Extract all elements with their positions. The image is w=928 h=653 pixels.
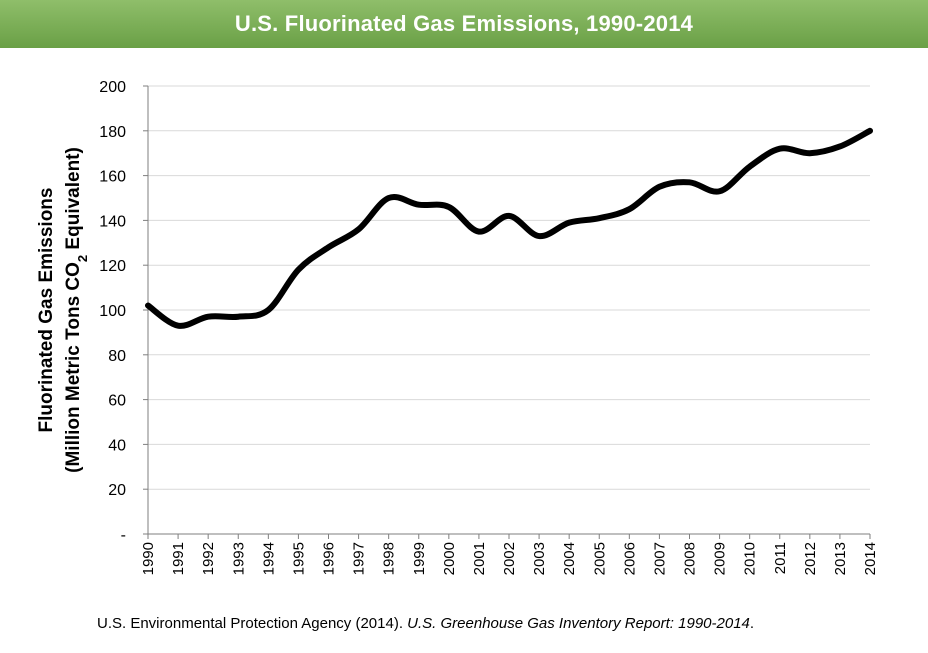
y-tick-labels: - 20 40 60 80 100 120 140 160 180 200	[99, 79, 126, 544]
x-tick-label: 2003	[531, 542, 548, 575]
y-axis-label-subscript: 2	[75, 255, 90, 262]
x-tick-label: 2002	[501, 542, 518, 575]
gridlines	[148, 85, 870, 490]
chart-title: U.S. Fluorinated Gas Emissions, 1990-201…	[234, 11, 694, 36]
x-tick-label: 2000	[441, 542, 458, 575]
y-tick-label: 140	[99, 213, 126, 230]
y-axis-label-line2-prefix: (Million Metric Tons CO	[63, 262, 84, 473]
x-tick-label: 1997	[351, 542, 368, 575]
axes	[143, 85, 871, 539]
x-tick-label: 2013	[832, 542, 849, 575]
x-tick-label: 1999	[411, 542, 428, 575]
x-tick-label: 2011	[772, 542, 789, 574]
x-tick-label: 2009	[712, 542, 729, 575]
x-tick-label: 1990	[140, 542, 157, 575]
x-tick-label: 1992	[200, 542, 217, 575]
y-axis-label-line2: (Million Metric Tons CO2 Equivalent)	[63, 147, 90, 473]
source-prefix: U.S. Environmental Protection Agency (20…	[97, 615, 408, 632]
y-tick-label: 180	[99, 124, 126, 141]
y-axis-label-line1: Fluorinated Gas Emissions	[36, 188, 57, 433]
x-tick-label: 1991	[170, 542, 187, 575]
series-line	[145, 127, 873, 329]
y-tick-label: 120	[99, 258, 126, 275]
source-report-title: U.S. Greenhouse Gas Inventory Report: 19…	[407, 615, 750, 632]
x-tick-label: 2014	[862, 542, 879, 575]
x-tick-label: 1995	[290, 542, 307, 575]
x-tick-label: 2007	[651, 542, 668, 575]
x-tick-label: 2008	[682, 542, 699, 575]
y-tick-label: 100	[99, 303, 126, 320]
y-tick-label: -	[121, 527, 126, 544]
x-tick-label: 2010	[742, 542, 759, 575]
line-chart: - 20 40 60 80 100 120 140 160 180 200 1990 1991 1992…	[36, 79, 879, 575]
x-tick-label: 1994	[260, 542, 277, 575]
x-tick-label: 2001	[471, 542, 488, 575]
y-tick-label: 40	[108, 437, 126, 454]
x-tick-label: 2006	[621, 542, 638, 575]
y-tick-label: 200	[99, 79, 126, 96]
y-tick-label: 20	[108, 482, 126, 499]
source-citation: U.S. Environmental Protection Agency (20…	[97, 615, 754, 632]
series	[145, 127, 873, 329]
x-tick-labels: 1990 1991 1992 1993 1994 1995 1996 1997 1998 1999…	[140, 542, 879, 575]
x-tick-label: 1996	[321, 542, 338, 575]
y-tick-label: 60	[108, 393, 126, 410]
x-tick-label: 2012	[802, 542, 819, 575]
source-suffix: .	[749, 615, 755, 632]
x-tick-label: 2005	[591, 542, 608, 575]
y-tick-label: 160	[99, 169, 126, 186]
y-axis-label: Fluorinated Gas Emissions (Million Metri…	[36, 147, 90, 473]
y-tick-label: 80	[108, 348, 126, 365]
x-tick-label: 2004	[561, 542, 578, 575]
y-axis-label-line2-suffix: Equivalent)	[63, 147, 84, 255]
title-bar: U.S. Fluorinated Gas Emissions, 1990-201…	[0, 0, 928, 48]
x-tick-label: 1993	[230, 542, 247, 575]
x-tick-label: 1998	[381, 542, 398, 575]
